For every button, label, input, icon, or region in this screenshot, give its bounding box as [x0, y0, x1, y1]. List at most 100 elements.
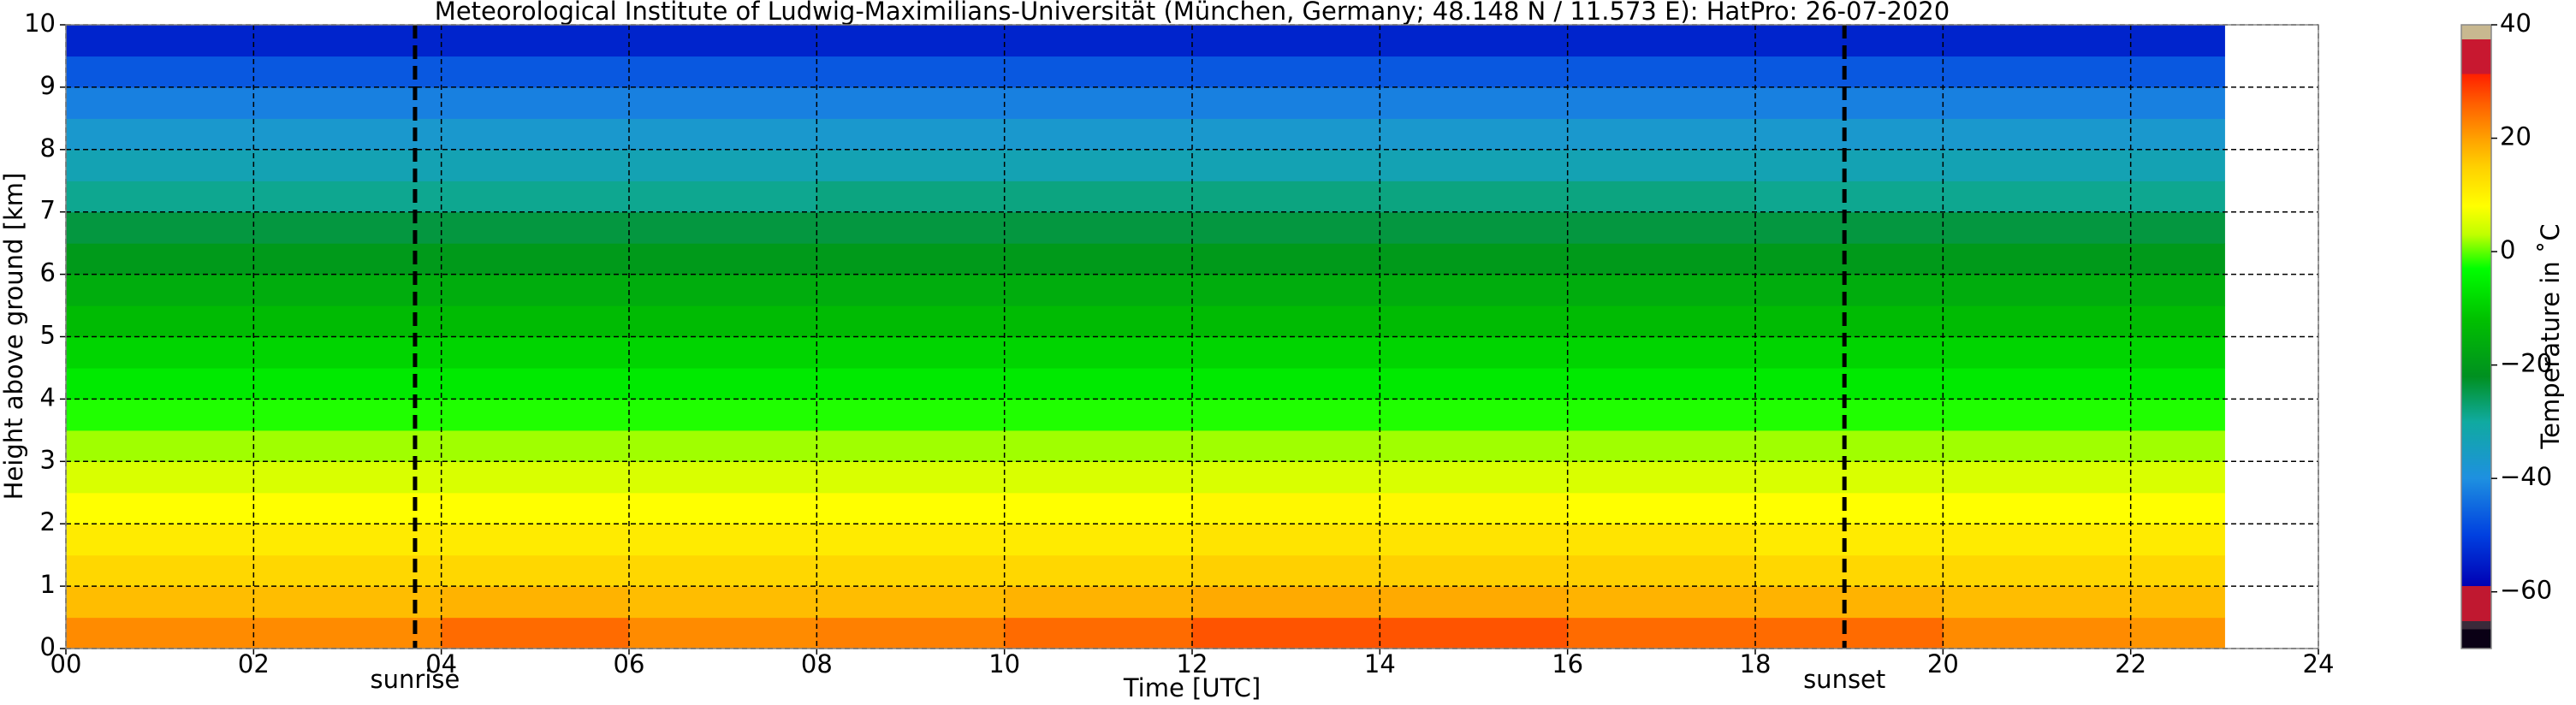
heatmap-cell: [816, 554, 1006, 587]
heatmap-cell: [66, 554, 254, 587]
heatmap-cell: [1192, 243, 1380, 275]
heatmap-cell: [1755, 461, 1944, 494]
colorbar-tick-label: 0: [2500, 235, 2515, 264]
heatmap-cell: [629, 492, 817, 524]
heatmap-cell: [441, 492, 630, 524]
heatmap-cell: [66, 305, 254, 338]
heatmap-cell: [1567, 149, 1756, 181]
x-tick-label: 24: [2303, 649, 2335, 678]
heatmap-cell: [1567, 430, 1756, 462]
heatmap-cell: [441, 211, 630, 244]
heatmap-cell: [441, 524, 630, 556]
y-tick-label: 3: [40, 445, 56, 474]
colorbar: [2461, 25, 2491, 649]
heatmap-cell: [816, 524, 1006, 556]
heatmap-cell: [816, 399, 1006, 431]
heatmap-cell: [441, 399, 630, 431]
heatmap-cell: [1380, 118, 1569, 151]
heatmap-cell: [1755, 118, 1944, 151]
heatmap-cell: [1755, 181, 1944, 213]
heatmap-cell: [816, 243, 1006, 275]
heatmap-cell: [253, 367, 442, 400]
y-tick-label: 7: [40, 196, 56, 225]
heatmap-cell: [253, 461, 442, 494]
heatmap-cell: [816, 149, 1006, 181]
heatmap-cell: [2130, 461, 2225, 494]
heatmap-cell: [1755, 524, 1944, 556]
heatmap-cell: [253, 492, 442, 524]
heatmap-cell: [253, 399, 442, 431]
heatmap-cell: [816, 492, 1006, 524]
heatmap-cell: [1192, 617, 1380, 649]
heatmap-cell: [1380, 461, 1569, 494]
heatmap-cell: [1380, 399, 1569, 431]
heatmap-cell: [1567, 336, 1756, 369]
heatmap-cell: [1567, 274, 1756, 306]
heatmap-cell: [816, 56, 1006, 88]
heatmap-cell: [1380, 430, 1569, 462]
heatmap-cell: [1567, 399, 1756, 431]
heatmap-cell: [66, 243, 254, 275]
heatmap-cell: [1567, 25, 1756, 57]
heatmap-cell: [2130, 586, 2225, 619]
heatmap-cell: [1567, 86, 1756, 119]
y-tick-label: 4: [40, 382, 56, 412]
heatmap-cell: [1004, 181, 1193, 213]
heatmap-cell: [2130, 243, 2225, 275]
heatmap-cell: [1943, 25, 2132, 57]
heatmap-cell: [1192, 461, 1380, 494]
heatmap-cell: [253, 118, 442, 151]
heatmap-cell: [1755, 367, 1944, 400]
event-label: sunrise: [371, 665, 460, 694]
heatmap-cell: [1192, 211, 1380, 244]
heatmap-cell: [253, 243, 442, 275]
heatmap-cell: [1192, 399, 1380, 431]
heatmap-cell: [816, 305, 1006, 338]
y-axis-label: Height above ground [km]: [0, 173, 28, 501]
heatmap-cell: [1380, 56, 1569, 88]
heatmap-cell: [66, 492, 254, 524]
heatmap-cell: [629, 149, 817, 181]
heatmap-cell: [1380, 211, 1569, 244]
heatmap-cell: [816, 86, 1006, 119]
heatmap-cell: [1380, 25, 1569, 57]
x-tick-label: 18: [1740, 649, 1772, 678]
heatmap-cell: [1380, 149, 1569, 181]
heatmap-cell: [66, 181, 254, 213]
heatmap-cell: [1192, 274, 1380, 306]
heatmap-cell: [1004, 149, 1193, 181]
x-tick-label: 06: [614, 649, 645, 678]
heatmap-cell: [1192, 336, 1380, 369]
x-tick-label: 12: [1177, 649, 1208, 678]
heatmap-cell: [1192, 554, 1380, 587]
heatmap-cell: [441, 243, 630, 275]
heatmap-cell: [1943, 181, 2132, 213]
heatmap-cell: [629, 586, 817, 619]
heatmap-cell: [2130, 524, 2225, 556]
heatmap-cell: [1192, 86, 1380, 119]
heatmap-cell: [66, 617, 254, 649]
heatmap-cell: [1755, 86, 1944, 119]
heatmap-cell: [629, 461, 817, 494]
heatmap-cell: [253, 211, 442, 244]
heatmap-cell: [2130, 617, 2225, 649]
heatmap-cell: [1380, 586, 1569, 619]
plot-frame: [65, 24, 2319, 649]
heatmap-cell: [816, 461, 1006, 494]
heatmap-cell: [1943, 211, 2132, 244]
heatmap-cell: [66, 586, 254, 619]
heatmap-cell: [1192, 149, 1380, 181]
heatmap-cell: [441, 56, 630, 88]
heatmap-cell: [816, 25, 1006, 57]
heatmap-cell: [1380, 243, 1569, 275]
heatmap-cell: [1004, 524, 1193, 556]
heatmap-cell: [66, 461, 254, 494]
heatmap-cell: [1192, 56, 1380, 88]
colorbar-tick-label: 40: [2500, 9, 2531, 38]
heatmap-cell: [816, 181, 1006, 213]
colorbar-tick-label: 20: [2500, 122, 2531, 151]
heatmap-cell: [1755, 25, 1944, 57]
heatmap-cell: [441, 149, 630, 181]
heatmap-cell: [253, 586, 442, 619]
heatmap-cell: [2130, 492, 2225, 524]
